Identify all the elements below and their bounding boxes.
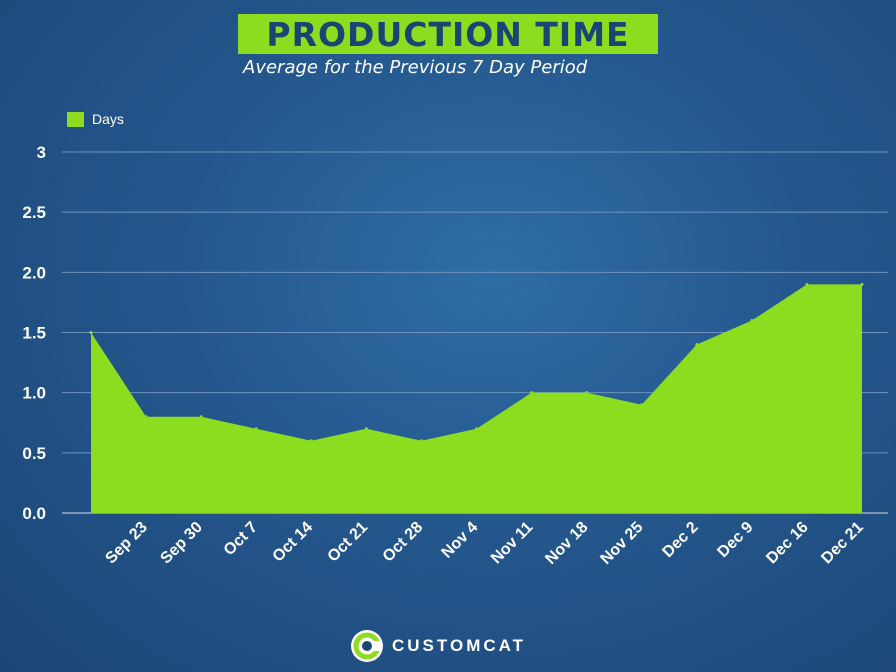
x-tick-label: Oct 28 (380, 519, 427, 566)
y-tick-label: 2.5 (22, 203, 46, 222)
y-tick-label: 0.5 (22, 444, 46, 463)
x-tick-label: Dec 16 (763, 519, 812, 568)
x-tick-label: Dec 2 (659, 519, 701, 561)
y-tick-label: 2.0 (22, 263, 46, 282)
title-banner: PRODUCTION TIME (238, 14, 658, 54)
x-tick-label: Nov 18 (542, 519, 591, 568)
data-point (475, 427, 478, 431)
data-point (860, 282, 864, 286)
data-point (309, 439, 313, 443)
data-point (89, 331, 93, 334)
area-series-days (91, 284, 862, 513)
x-tick-label: Sep 30 (157, 519, 206, 568)
chart-subtitle: Average for the Previous 7 Day Period (243, 57, 588, 78)
data-point (144, 415, 148, 419)
data-point (640, 403, 644, 407)
data-point (585, 391, 589, 395)
x-tick-label: Sep 23 (102, 519, 151, 568)
data-point (419, 439, 423, 443)
x-tick-label: Nov 11 (488, 519, 537, 568)
brand-name: CUSTOMCAT (392, 636, 527, 655)
data-point (530, 391, 534, 395)
legend-label: Days (92, 111, 124, 127)
brand-logo: CUSTOMCAT (350, 629, 526, 663)
data-point (199, 415, 203, 419)
chart-title: PRODUCTION TIME (266, 14, 630, 54)
data-point (750, 318, 754, 322)
data-point (254, 427, 258, 431)
x-tick-label: Oct 21 (325, 519, 372, 566)
legend: Days (67, 111, 124, 127)
y-tick-label: 1.5 (22, 324, 46, 343)
data-point (805, 282, 809, 286)
y-tick-label: 3 (37, 143, 46, 162)
x-tick-label: Dec 9 (714, 519, 756, 561)
x-tick-label: Oct 7 (221, 519, 261, 559)
x-tick-label: Nov 4 (438, 519, 481, 562)
data-point (695, 343, 699, 347)
x-tick-label: Dec 21 (818, 519, 867, 568)
y-tick-label: 1.0 (22, 384, 46, 403)
x-tick-label: Oct 14 (270, 519, 317, 566)
y-tick-label: 0.0 (22, 504, 46, 523)
cat-logo-icon (351, 630, 383, 662)
legend-swatch (67, 111, 84, 127)
x-tick-label: Nov 25 (597, 519, 646, 568)
data-point (364, 427, 368, 431)
